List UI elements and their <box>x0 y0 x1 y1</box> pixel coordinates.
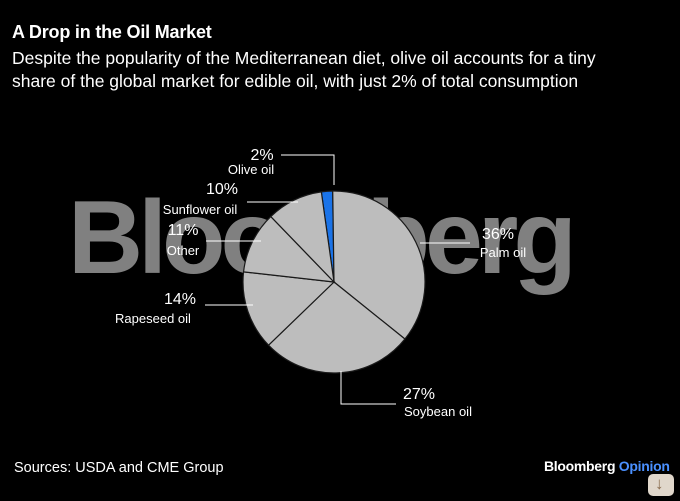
pie-slice-rapeseed-oil <box>242 271 336 347</box>
slice-name-label: Palm oil <box>480 245 526 260</box>
slice-percent-label: 10% <box>206 181 238 198</box>
slice-percent-label: 14% <box>164 291 196 308</box>
download-icon[interactable] <box>648 474 674 496</box>
brand-opinion: Opinion <box>618 458 670 474</box>
pie-slice-palm-oil <box>332 190 426 340</box>
slice-labels: 2%Olive oil 36% Palm oil 27%Soybean oil 14% R… <box>115 147 526 419</box>
chart-subtitle: Despite the popularity of the Mediterran… <box>12 48 596 91</box>
slice-name-label: Other <box>167 243 200 258</box>
slice-name-label: Soybean oil <box>404 404 472 419</box>
brand-bloomberg: Bloomberg <box>544 458 616 474</box>
slice-percent-label: 2% <box>250 147 273 164</box>
leader-line <box>340 371 396 405</box>
chart-title: A Drop in the Oil Market <box>12 22 212 42</box>
pie-slice-soybean-oil <box>267 281 406 374</box>
slice-name-label: Olive oil <box>228 162 274 177</box>
slice-percent-label: 11% <box>168 222 199 239</box>
pie-slices <box>242 190 426 374</box>
slice-percent-label: 27% <box>403 386 435 403</box>
source-note: Sources: USDA and CME Group <box>14 460 224 476</box>
pie-slice-sunflower-oil <box>269 191 335 284</box>
label-leader-lines <box>205 154 470 405</box>
slice-name-label: Sunflower oil <box>163 202 238 217</box>
slice-name-label: Rapeseed oil <box>115 311 191 326</box>
slice-percent-label: 36% <box>482 226 514 243</box>
bloomberg-opinion-logo: Bloomberg Opinion <box>544 458 670 474</box>
leader-line <box>281 154 335 185</box>
